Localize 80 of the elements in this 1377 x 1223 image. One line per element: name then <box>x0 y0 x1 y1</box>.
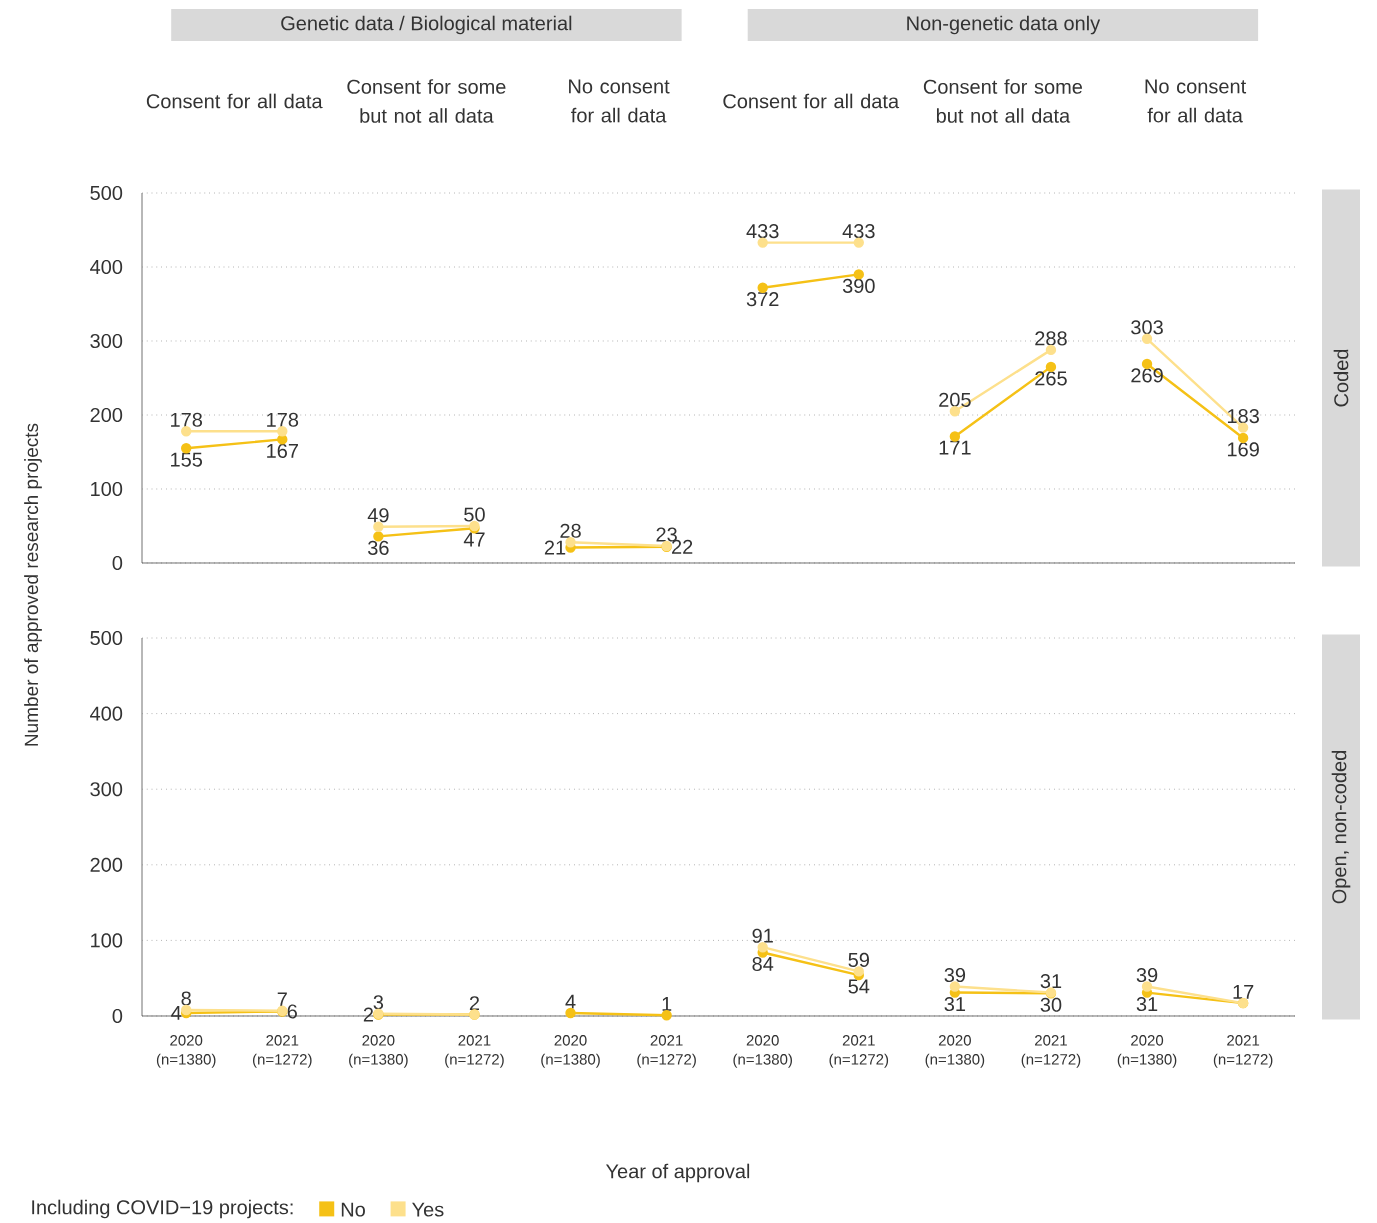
data-label: 4 <box>565 994 576 1009</box>
y-tick-label: 0 <box>112 555 123 571</box>
data-label: 2 <box>469 996 480 1011</box>
data-label: 3 <box>373 995 384 1010</box>
data-label: 31 <box>944 996 966 1012</box>
data-label: 205 <box>939 392 971 407</box>
legend-title: Including COVID−19 projects: <box>32 1199 293 1219</box>
data-label: 39 <box>944 967 966 983</box>
y-tick-label: 400 <box>90 706 123 721</box>
data-label: 171 <box>939 440 971 455</box>
data-label: 7 <box>277 992 287 1007</box>
data-label: 269 <box>1131 368 1163 383</box>
y-tick-label: 100 <box>91 481 123 497</box>
data-label: 2 <box>363 1007 373 1022</box>
x-tick-label: 2020 (n=1380) <box>349 1035 408 1068</box>
text: Coded <box>1333 349 1349 407</box>
data-label: 36 <box>368 540 389 555</box>
data-label: 169 <box>1227 442 1259 457</box>
data-label: 91 <box>752 928 773 943</box>
data-label: 167 <box>267 443 298 458</box>
x-tick-label: 2021 (n=1272) <box>445 1035 504 1068</box>
x-tick-label: 2021 (n=1272) <box>1021 1035 1081 1068</box>
data-label: 288 <box>1035 331 1067 346</box>
y-tick-label: 200 <box>90 407 123 423</box>
data-label: 265 <box>1035 371 1067 386</box>
x-tick-label: 2021 (n=1272) <box>253 1035 312 1068</box>
data-label: 155 <box>171 452 203 467</box>
text: Consent for all data <box>723 93 900 109</box>
text: No consent for all data <box>1145 79 1247 123</box>
data-label: 4 <box>171 1006 182 1020</box>
x-tick-label: 2020 (n=1380) <box>733 1035 793 1068</box>
data-label: 84 <box>752 956 774 972</box>
data-label: 372 <box>746 292 779 307</box>
text: Non-genetic data only <box>907 15 1101 35</box>
y-axis-title: Number of approved research projects <box>24 423 42 746</box>
data-label: 30 <box>1040 997 1062 1012</box>
data-label: 8 <box>181 991 191 1006</box>
data-label: 303 <box>1131 320 1163 335</box>
data-label: 31 <box>1136 996 1158 1012</box>
x-tick-label: 2020 (n=1380) <box>541 1035 600 1068</box>
y-tick-label: 200 <box>90 857 123 872</box>
x-axis-title: Year of approval <box>605 1163 750 1183</box>
data-label: 6 <box>287 1004 297 1019</box>
x-tick-label: 2021 (n=1272) <box>637 1035 696 1068</box>
y-tick-label: 500 <box>90 630 123 646</box>
data-label: 50 <box>464 507 485 522</box>
y-tick-label: 300 <box>90 782 123 797</box>
data-label: 433 <box>842 224 875 239</box>
data-label: 21 <box>544 540 566 555</box>
data-label: 49 <box>367 508 389 523</box>
data-label: 47 <box>463 532 485 547</box>
legend-label: Yes <box>412 1202 444 1217</box>
data-label: 59 <box>848 952 869 967</box>
data-label: 31 <box>1040 974 1062 989</box>
text: Consent for some but not all data <box>923 79 1083 123</box>
text: Consent for all data <box>146 93 323 109</box>
data-label: 390 <box>842 278 875 293</box>
data-label: 433 <box>746 224 779 239</box>
y-tick-label: 100 <box>91 933 123 948</box>
data-label: 39 <box>1136 967 1158 983</box>
data-label: 54 <box>848 979 870 994</box>
y-tick-label: 0 <box>112 1008 123 1024</box>
x-tick-label: 2020 (n=1380) <box>1117 1035 1177 1068</box>
x-tick-label: 2020 (n=1380) <box>156 1035 216 1068</box>
x-tick-label: 2020 (n=1380) <box>925 1035 985 1068</box>
data-label: 1 <box>662 997 672 1011</box>
text: No consent for all data <box>569 79 670 123</box>
x-tick-label: 2021 (n=1272) <box>1213 1035 1273 1068</box>
legend-label: No <box>341 1202 365 1217</box>
data-label: 17 <box>1233 984 1254 999</box>
y-tick-label: 400 <box>90 259 123 275</box>
y-tick-label: 300 <box>90 333 123 349</box>
data-label: 178 <box>267 412 299 427</box>
data-label: 178 <box>171 412 203 427</box>
y-tick-label: 500 <box>90 185 123 201</box>
text: Open, non-coded <box>1331 751 1351 904</box>
text: Genetic data / Biological material <box>281 15 572 35</box>
text: Consent for some but not all data <box>347 79 506 123</box>
data-label: 28 <box>560 523 581 538</box>
x-tick-label: 2021 (n=1272) <box>829 1035 889 1068</box>
